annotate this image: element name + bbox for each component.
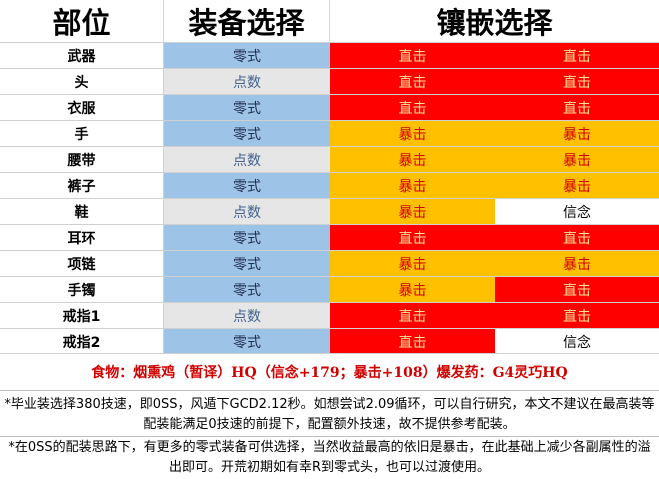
meld-cell-1: 直击	[330, 43, 495, 68]
slot-cell: 手	[0, 121, 164, 146]
meld-cell-2: 信念	[495, 329, 659, 354]
slot-cell: 裤子	[0, 173, 164, 198]
slot-cell: 腰带	[0, 147, 164, 172]
gear-cell: 点数	[164, 69, 330, 94]
table-row: 手镯 零式 暴击 直击	[0, 276, 659, 302]
gear-cell: 点数	[164, 303, 330, 328]
note-2: *在0SS的配装思路下，有更多的零式装备可供选择，当然收益最高的依旧是暴击，在此…	[8, 440, 651, 475]
meld-cell-1: 暴击	[330, 277, 495, 302]
meld-cell-2: 直击	[495, 69, 659, 94]
slot-cell: 衣服	[0, 95, 164, 120]
gear-cell: 零式	[164, 329, 330, 354]
table-row: 戒指2 零式 直击 信念	[0, 328, 659, 354]
food-and-potion: 食物：烟熏鸡（暂译）HQ（信念+179；暴击+108）爆发药：G4灵巧HQ	[0, 353, 659, 391]
meld-cell-2: 直击	[495, 303, 659, 328]
gear-cell: 点数	[164, 147, 330, 172]
table-row: 裤子 零式 暴击 暴击	[0, 172, 659, 198]
slot-cell: 戒指1	[0, 303, 164, 328]
table-row: 手零式 暴击 暴击	[0, 120, 659, 146]
slot-cell: 手镯	[0, 277, 164, 302]
meld-cell-1: 暴击	[330, 251, 495, 276]
gear-cell: 零式	[164, 251, 330, 276]
gear-cell: 零式	[164, 277, 330, 302]
meld-cell-2: 直击	[495, 95, 659, 120]
note-1: *毕业装选择380技速，即0SS，风遁下GCD2.12秒。如想尝试2.09循环，…	[0, 395, 659, 437]
meld-cell-1: 直击	[330, 225, 495, 250]
header-meld: 镶嵌选择	[436, 6, 553, 40]
table-row: 头点数 直击 直击	[0, 68, 659, 94]
meld-cell-2: 直击	[495, 225, 659, 250]
meld-cell-2: 信念	[495, 199, 659, 224]
meld-cell-1: 暴击	[330, 147, 495, 172]
slot-cell: 戒指2	[0, 329, 164, 354]
meld-cell-2: 暴击	[495, 121, 659, 146]
gear-cell: 零式	[164, 121, 330, 146]
slot-cell: 武器	[0, 43, 164, 68]
meld-cell-1: 暴击	[330, 121, 495, 146]
table-row: 戒指1 点数 直击 直击	[0, 302, 659, 328]
gear-cell: 零式	[164, 173, 330, 198]
header-gear: 装备选择	[164, 0, 330, 42]
meld-cell-1: 直击	[330, 329, 495, 354]
meld-cell-2: 暴击	[495, 147, 659, 172]
meld-cell-1: 直击	[330, 95, 495, 120]
slot-cell: 鞋	[0, 199, 164, 224]
meld-cell-2: 直击	[495, 277, 659, 302]
meld-cell-1: 暴击	[330, 173, 495, 198]
table-row: 耳环 零式 直击 直击	[0, 224, 659, 250]
table-row: 项链 零式 暴击 暴击	[0, 250, 659, 276]
table-row: 武器 零式 直击 直击	[0, 42, 659, 68]
slot-cell: 头	[0, 69, 164, 94]
slot-cell: 项链	[0, 251, 164, 276]
meld-cell-1: 直击	[330, 69, 495, 94]
table-row: 鞋点数 暴击 信念	[0, 198, 659, 224]
gear-cell: 零式	[164, 95, 330, 120]
meld-cell-2: 直击	[495, 43, 659, 68]
meld-cell-2: 暴击	[495, 251, 659, 276]
meld-cell-2: 暴击	[495, 173, 659, 198]
slot-cell: 耳环	[0, 225, 164, 250]
table-row: 腰带 点数 暴击 暴击	[0, 146, 659, 172]
table-row: 衣服 零式 直击 直击	[0, 94, 659, 120]
meld-cell-1: 直击	[330, 303, 495, 328]
gear-cell: 零式	[164, 225, 330, 250]
header-part: 部位	[0, 0, 164, 42]
meld-cell-1: 暴击	[330, 199, 495, 224]
gear-cell: 零式	[164, 43, 330, 68]
gear-cell: 点数	[164, 199, 330, 224]
